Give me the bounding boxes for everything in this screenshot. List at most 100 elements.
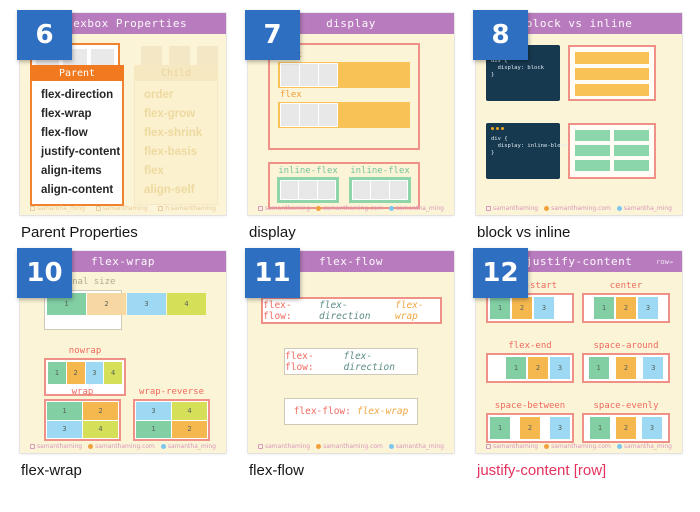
- thumbnail-caption-link[interactable]: justify-content [row]: [477, 462, 607, 479]
- child-prop: flex-grow: [144, 108, 196, 120]
- footer-handle: samanthaming.com: [316, 443, 383, 450]
- flex-item-3: 3: [642, 417, 662, 439]
- website-icon: [544, 206, 550, 211]
- child-panel-header: Child: [134, 65, 218, 81]
- inline-block-demo-box: [568, 123, 656, 179]
- card-parent-properties[interactable]: Flexbox Properties 6 Parent flex-directi…: [17, 10, 226, 215]
- card-block-vs-inline[interactable]: block vs inline 8 div { display: block }…: [473, 10, 682, 215]
- flex-item-2: 2: [520, 417, 540, 439]
- flex-items-group: [280, 103, 338, 127]
- flex-item-3: 3: [643, 357, 664, 379]
- flex-item-placeholder: [169, 46, 190, 67]
- flex-item-4: 4: [167, 293, 206, 315]
- flex-item-placeholder: [319, 64, 337, 86]
- website-icon: [316, 206, 322, 211]
- twitter-icon: [616, 444, 622, 449]
- flex-item-placeholder: [371, 181, 389, 199]
- flex-item-1: 1: [490, 297, 510, 319]
- card-display[interactable]: display 7 flex flex: [245, 10, 454, 215]
- social-footer: samanthaming samanthaming.com samantha_m…: [258, 443, 444, 450]
- footer-handle: samanthaming: [486, 205, 538, 212]
- flex-item-placeholder: [281, 181, 299, 199]
- number-badge: 12: [473, 248, 528, 298]
- flex-item-1: 1: [47, 402, 82, 420]
- flex-item-placeholder: [299, 181, 317, 199]
- footer-handle: samanthaming.com: [316, 205, 383, 212]
- instagram-icon: [258, 206, 263, 211]
- footer-handle: samantha_ming: [160, 443, 216, 450]
- parent-prop: justify-content: [41, 146, 121, 158]
- instagram-icon: [486, 444, 491, 449]
- flex-item-placeholder: [319, 104, 337, 126]
- grid-cell: flex-flow 11 flex-flow: flex-direction f…: [245, 248, 454, 479]
- flex-wrap-value: flex-wrap: [356, 406, 409, 417]
- website-icon: [95, 206, 101, 211]
- flex-item-1: 1: [47, 293, 86, 315]
- twitter-icon: [616, 206, 622, 211]
- footer-handle: samantha_ming: [616, 205, 672, 212]
- child-properties-panel-faded: Child order flex-grow flex-shrink flex-b…: [134, 65, 218, 205]
- flex-item-1: 1: [594, 297, 614, 319]
- center-label: center: [609, 281, 643, 291]
- child-container-diagram-faded: [141, 46, 218, 67]
- number-badge: 10: [17, 248, 72, 298]
- inline-block-element: [614, 160, 649, 171]
- property-name: flex-flow:: [263, 299, 292, 322]
- child-prop: flex-shrink: [144, 127, 203, 139]
- parent-panel-header: Parent: [30, 65, 124, 81]
- flex-end-box: 1 2 3: [486, 353, 574, 383]
- social-footer: samantha_ming samanthaming h.samanthamin…: [30, 205, 216, 212]
- inline-flex-group: inline-flex: [277, 166, 339, 205]
- grid-cell: justify-content row→ 12 flex-start 1 2 3…: [473, 248, 682, 479]
- flex-item-4: 4: [104, 362, 122, 384]
- thumbnail-caption: flex-wrap: [21, 462, 82, 479]
- footer-handle: samanthaming.com: [544, 443, 611, 450]
- instagram-icon: [30, 444, 35, 449]
- child-properties-list: order flex-grow flex-shrink flex-basis f…: [134, 81, 218, 205]
- flex-direction-value: flex-direction: [319, 299, 371, 322]
- card-flex-flow[interactable]: flex-flow 11 flex-flow: flex-direction f…: [245, 248, 454, 453]
- wrap-label: wrap: [71, 387, 94, 397]
- flex-item-4: 4: [172, 402, 207, 420]
- flex-item-placeholder: [281, 104, 299, 126]
- code-line: div {: [491, 136, 508, 142]
- parent-prop: flex-wrap: [41, 108, 92, 120]
- flex-item-3: 3: [638, 297, 658, 319]
- parent-prop: align-content: [41, 184, 114, 196]
- card-flex-wrap[interactable]: flex-wrap 10 original size 1 2 3 4 nowra…: [17, 248, 226, 453]
- flex-item-2: 2: [512, 297, 532, 319]
- website-icon: [316, 444, 322, 449]
- flex-item-2: 2: [616, 417, 636, 439]
- parent-prop: flex-flow: [41, 127, 88, 139]
- inline-flex-label: inline-flex: [350, 166, 410, 176]
- parent-prop: flex-direction: [41, 89, 114, 101]
- flex-flow-wrap-box: flex-flow: flex-wrap: [284, 398, 418, 425]
- footer-handle: samanthaming: [258, 205, 310, 212]
- terminal-dots-icon: [491, 127, 560, 130]
- thumbnail-caption: display: [249, 224, 296, 241]
- footer-handle: samantha_ming: [616, 443, 672, 450]
- code-line: }: [491, 72, 495, 78]
- flex-start-box: 1 2 3: [486, 293, 574, 323]
- space-evenly-box: 1 2 3: [582, 413, 670, 443]
- parent-properties-list: flex-direction flex-wrap flex-flow justi…: [30, 81, 124, 206]
- code-block: div { display: inline-block }: [486, 123, 567, 179]
- footer-handle: samanthaming.com: [88, 443, 155, 450]
- social-footer: samanthaming samanthaming.com samantha_m…: [486, 443, 672, 450]
- footer-handle: samantha_ming: [30, 205, 85, 212]
- nowrap-box: 1 2 3 4: [44, 358, 126, 396]
- card-justify-content[interactable]: justify-content row→ 12 flex-start 1 2 3…: [473, 248, 682, 453]
- twitter-icon: [388, 444, 394, 449]
- flex-item-3: 3: [85, 362, 104, 384]
- row-direction-label: row→: [656, 258, 673, 266]
- inline-flex-label: inline-flex: [278, 166, 338, 176]
- inline-flex-box: [277, 177, 339, 203]
- property-name: flex-flow:: [293, 406, 351, 417]
- flex-item-placeholder: [281, 64, 299, 86]
- flex-item-2: 2: [66, 362, 85, 384]
- wrap-reverse-label: wrap-reverse: [138, 387, 205, 397]
- wrap-reverse-box: 3 4 1 2: [133, 399, 210, 441]
- flex-start-label: flex-start: [502, 281, 558, 291]
- inline-flex-box: [349, 177, 411, 203]
- flex-item-3: 3: [136, 402, 171, 420]
